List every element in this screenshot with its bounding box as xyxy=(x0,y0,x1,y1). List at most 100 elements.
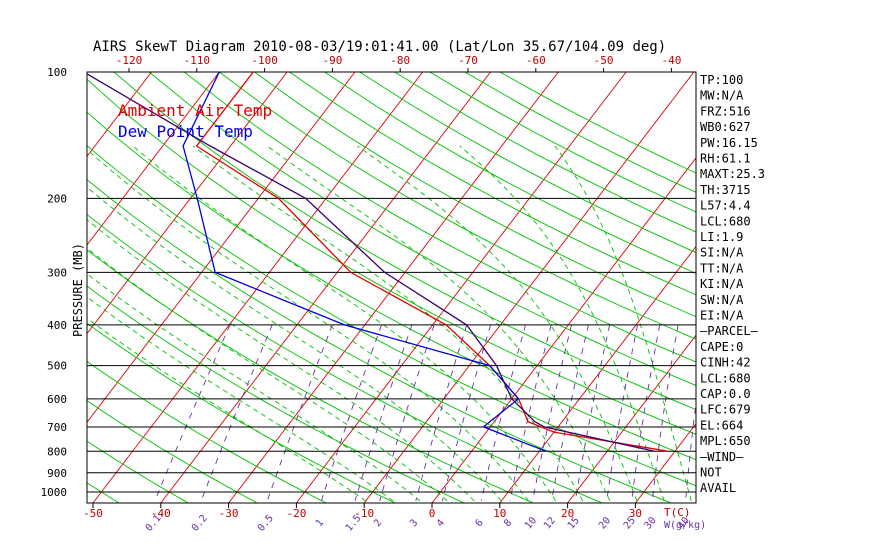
mixing-ratio-line xyxy=(532,324,572,501)
mixing-ratio-line xyxy=(320,324,383,502)
isotherm-line xyxy=(87,72,152,158)
mixing-ratio-line xyxy=(480,324,526,501)
bottom-temp-tick-label: -50 xyxy=(83,507,103,520)
mixing-ratio-tick-label: 8 xyxy=(502,518,514,530)
index-item: PW:16.15 xyxy=(700,136,758,150)
dry-adiabat-line xyxy=(324,72,696,274)
isotherm-line xyxy=(87,72,288,335)
bottom-temp-tick-label: -10 xyxy=(354,507,374,520)
index-item: CINH:42 xyxy=(700,356,751,370)
pressure-tick-label: 700 xyxy=(47,421,67,434)
index-item: —PARCEL— xyxy=(700,324,759,338)
index-item: AVAIL xyxy=(700,481,736,495)
mixing-ratio-tick-label: 6 xyxy=(474,518,486,530)
moist-adiabat-line xyxy=(266,145,611,502)
top-temp-tick-label: -40 xyxy=(661,54,681,67)
index-item: RH:61.1 xyxy=(700,152,751,166)
pressure-tick-label: 500 xyxy=(47,360,67,373)
top-temp-tick-label: -110 xyxy=(184,54,211,67)
index-item: SW:N/A xyxy=(700,293,744,307)
top-temp-tick-label: -50 xyxy=(594,54,614,67)
mixing-ratio-line xyxy=(415,324,468,502)
mixing-ratio-tick-label: 20 xyxy=(597,515,613,531)
pressure-tick-label: 800 xyxy=(47,445,67,458)
index-item: —WIND— xyxy=(700,450,744,464)
mixing-ratio-tick-label: 30 xyxy=(643,515,659,531)
dry-adiabat-line xyxy=(289,72,696,296)
dry-adiabat-line xyxy=(394,72,696,233)
isotherm-line xyxy=(296,72,627,503)
dry-adiabat-line xyxy=(219,72,696,340)
mixing-ratio-line xyxy=(631,324,661,501)
index-item: FRZ:516 xyxy=(700,104,751,118)
top-temp-tick-label: -70 xyxy=(458,54,478,67)
dry-adiabat-line xyxy=(464,72,696,193)
index-item: WB0:627 xyxy=(700,120,751,134)
moist-adiabat-line xyxy=(554,145,692,502)
mixing-ratio-tick-label: 0.2 xyxy=(190,513,210,534)
moist-adiabat-lines xyxy=(87,145,692,502)
mixing-ratio-line xyxy=(685,400,696,501)
mixing-ratio-line xyxy=(379,324,435,502)
mixing-ratio-line xyxy=(509,324,552,501)
series-dew-point-temp xyxy=(182,72,547,452)
mixing-ratio-tick-label: 4 xyxy=(435,518,447,530)
pressure-tick-label: 400 xyxy=(47,319,67,332)
bottom-temp-tick-label: 0 xyxy=(429,507,436,520)
mixing-ratio-tick-label: 1 xyxy=(314,518,326,530)
dry-adiabat-line xyxy=(183,72,696,363)
legend: Ambient Air Temp Dew Point Temp xyxy=(118,101,272,141)
index-item: LI:1.9 xyxy=(700,230,743,244)
series-ambient-air-temp xyxy=(195,72,669,452)
top-temp-tick-label: -60 xyxy=(526,54,546,67)
dry-adiabat-line xyxy=(0,72,50,503)
pressure-tick-label: 1000 xyxy=(41,486,68,499)
pressure-tick-label: 100 xyxy=(47,66,67,79)
isotherm-line xyxy=(771,72,870,503)
pressure-lines xyxy=(87,197,696,493)
index-item: LCL:680 xyxy=(700,371,751,385)
top-temperature-ticks: -120 -110 -100 -90 -80 -70 -60 -50 -40 xyxy=(116,54,681,72)
legend-ambient-air-temp: Ambient Air Temp xyxy=(118,101,272,120)
bottom-temp-tick-label: 10 xyxy=(493,507,506,520)
mixing-ratio-line xyxy=(154,324,231,502)
index-item: L57:4.4 xyxy=(700,199,751,213)
index-item: EI:N/A xyxy=(700,309,744,323)
isotherm-line xyxy=(87,72,356,423)
mixing-ratio-line xyxy=(651,324,679,501)
mixing-ratio-line xyxy=(441,324,492,502)
dry-adiabat-line xyxy=(429,72,696,213)
dry-adiabat-line xyxy=(87,482,119,503)
dry-adiabat-line xyxy=(87,78,696,435)
bottom-temp-tick-label: -20 xyxy=(286,507,306,520)
dry-adiabat-line xyxy=(359,72,696,253)
legend-dew-point-temp: Dew Point Temp xyxy=(118,122,253,141)
isotherm-line xyxy=(363,72,695,503)
index-item: TH:3715 xyxy=(700,183,751,197)
isotherm-line xyxy=(635,423,696,503)
dry-adiabat-line xyxy=(148,72,696,386)
isotherm-line xyxy=(160,72,491,503)
pressure-ticks: 100 200 300 400 500 600 700 800 900 1000 xyxy=(41,66,68,499)
index-item: LFC:679 xyxy=(700,403,751,417)
mixing-ratio-units-label: W(g/kg) xyxy=(664,520,706,531)
isotherm-line xyxy=(567,334,696,503)
mixing-ratio-line xyxy=(551,324,589,501)
index-item: KI:N/A xyxy=(700,277,744,291)
bottom-temp-tick-label: 30 xyxy=(629,507,642,520)
index-item: TP:100 xyxy=(700,73,743,87)
mixing-ratio-line xyxy=(606,324,639,501)
mixing-ratio-tick-label: 12 xyxy=(542,515,558,531)
mixing-ratio-lines xyxy=(154,324,696,502)
isotherm-line xyxy=(499,245,696,503)
pressure-tick-label: 200 xyxy=(47,192,67,205)
dry-adiabat-line xyxy=(254,72,696,318)
bottom-temp-tick-label: -40 xyxy=(151,507,171,520)
chart-title: AIRS SkewT Diagram 2010-08-03/19:01:41.0… xyxy=(93,39,666,55)
index-item: LCL:680 xyxy=(700,214,751,228)
isotherm-line xyxy=(431,157,696,503)
mixing-ratio-line xyxy=(574,324,611,501)
bottom-temperature-ticks: -50 -40 -30 -20 -10 0 10 20 30 xyxy=(83,503,642,520)
